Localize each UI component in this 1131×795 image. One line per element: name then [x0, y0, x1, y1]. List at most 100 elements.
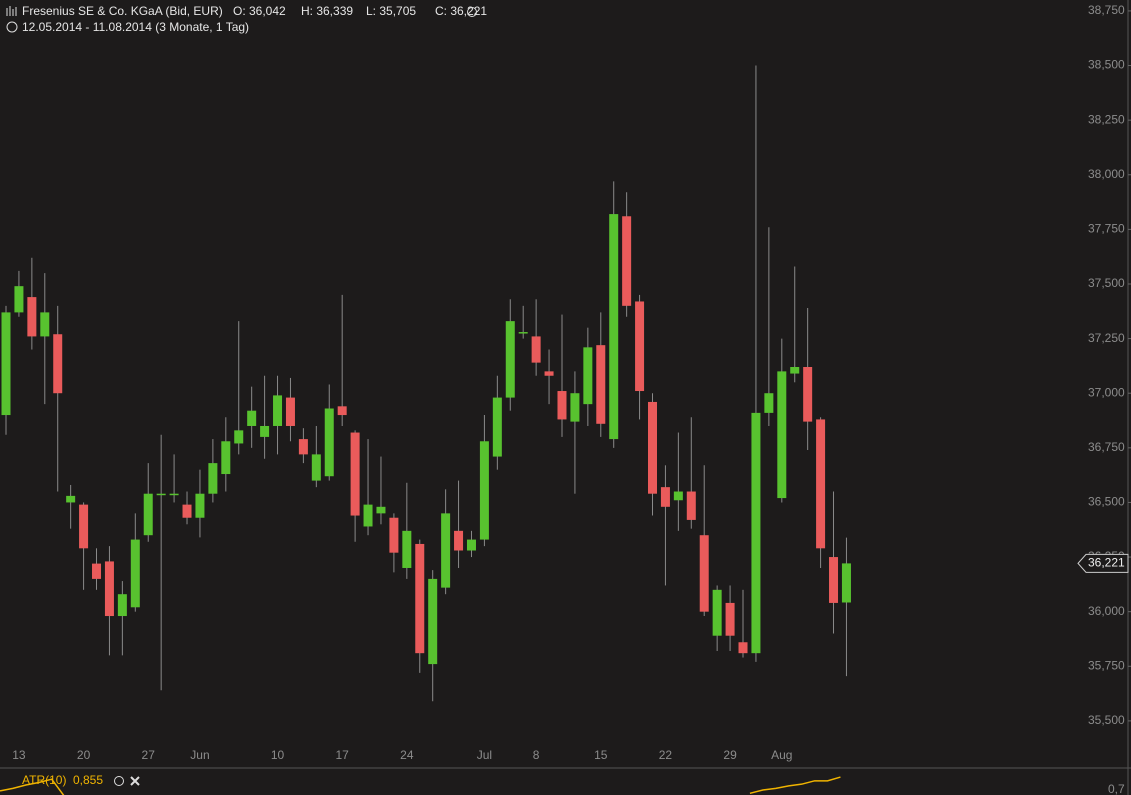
candle-body [337, 406, 347, 416]
candle-body [790, 367, 800, 374]
candle-body [557, 391, 567, 420]
candle-body [428, 578, 438, 665]
candle-body [441, 513, 451, 588]
candle-body [298, 439, 308, 455]
candle-body [182, 504, 192, 518]
y-tick-label: 37,250 [1088, 331, 1125, 345]
candle-body [234, 430, 244, 444]
last-price-tag [1077, 553, 1129, 573]
y-tick-label: 37,500 [1088, 276, 1125, 290]
candle-body [479, 441, 489, 540]
candle-body [376, 506, 386, 514]
candle-body [169, 493, 179, 496]
candle-body [195, 493, 205, 518]
candle-body [570, 393, 580, 422]
candle-body [777, 371, 787, 499]
candle-body [40, 312, 50, 337]
candle-body [622, 216, 632, 306]
candle-body [803, 367, 813, 422]
x-tick-label: 29 [723, 748, 737, 762]
candle-body [143, 493, 153, 536]
candle-body [350, 432, 360, 516]
indicator-tick-label: 0,7 [1108, 782, 1125, 795]
candle-body [415, 543, 425, 654]
chart-subtitle: 12.05.2014 - 11.08.2014 (3 Monate, 1 Tag… [22, 20, 249, 34]
candle-body [596, 345, 606, 424]
candle-body [1, 312, 11, 416]
candle-body [66, 495, 76, 503]
candle-body [505, 321, 515, 398]
candle-body [816, 419, 826, 549]
candle-body [324, 408, 334, 477]
candle-body [260, 425, 270, 437]
candle-body [92, 563, 102, 579]
y-tick-label: 38,250 [1088, 112, 1125, 126]
candle-body [221, 441, 231, 475]
ohlc-label: C: 36,221 [435, 4, 487, 18]
x-tick-label: 17 [336, 748, 350, 762]
x-tick-label: 10 [271, 748, 285, 762]
candle-body [492, 397, 502, 457]
candle-body [712, 589, 722, 636]
y-tick-label: 36,750 [1088, 440, 1125, 454]
x-tick-label: 27 [142, 748, 156, 762]
candle-body [751, 412, 761, 654]
indicator-close[interactable] [130, 776, 140, 786]
candle-body [466, 539, 476, 551]
candle-body [27, 297, 37, 337]
candle-body [544, 371, 554, 376]
x-tick-label: 22 [659, 748, 673, 762]
candle-body [518, 332, 528, 334]
chart-title: Fresenius SE & Co. KGaA (Bid, EUR) [22, 4, 223, 18]
x-tick-label: Jun [190, 748, 209, 762]
candle-body [389, 517, 399, 553]
y-tick-label: 38,500 [1088, 58, 1125, 72]
candle-body [130, 539, 140, 608]
x-tick-label: Jul [477, 748, 492, 762]
y-tick-label: 36,000 [1088, 604, 1125, 618]
candle-body [531, 336, 541, 363]
candle-body [660, 487, 670, 507]
candle-body [311, 454, 321, 481]
candle-body [699, 535, 709, 612]
settings-button[interactable] [467, 7, 477, 17]
last-price-label: 36,221 [1088, 556, 1125, 570]
candle-body [635, 301, 645, 392]
indicator-line [0, 776, 841, 795]
y-tick-label: 38,750 [1088, 3, 1125, 17]
x-tick-label: Aug [771, 748, 792, 762]
x-tick-label: 20 [77, 748, 91, 762]
candle-body [738, 642, 748, 654]
candle-body [79, 504, 89, 549]
candle-body [764, 393, 774, 413]
candle-body [285, 397, 295, 426]
candle-body [208, 463, 218, 494]
x-tick-label: 24 [400, 748, 414, 762]
candle-body [673, 491, 683, 501]
indicator-settings[interactable] [114, 776, 124, 786]
candle-body [117, 594, 127, 617]
candle-body [53, 334, 63, 394]
candle-body [829, 557, 839, 603]
ohlc-label: H: 36,339 [301, 4, 353, 18]
y-tick-label: 37,750 [1088, 222, 1125, 236]
candle-body [156, 493, 166, 496]
candle-body [648, 401, 657, 494]
candle-body [363, 504, 373, 527]
candle-body [583, 347, 593, 405]
candle-body [104, 561, 114, 617]
candle-body [725, 602, 735, 636]
candle-body [273, 395, 283, 426]
candle-body [247, 410, 257, 426]
candle-body [454, 530, 464, 551]
candle-body [402, 530, 412, 568]
y-tick-label: 38,000 [1088, 167, 1125, 181]
candle-body [841, 563, 851, 603]
candle-body [14, 286, 24, 313]
ohlc-label: O: 36,042 [233, 4, 286, 18]
indicator-group [0, 776, 841, 795]
y-tick-label: 35,750 [1088, 658, 1125, 672]
y-tick-label: 37,000 [1088, 385, 1125, 399]
candle-body [686, 491, 696, 520]
